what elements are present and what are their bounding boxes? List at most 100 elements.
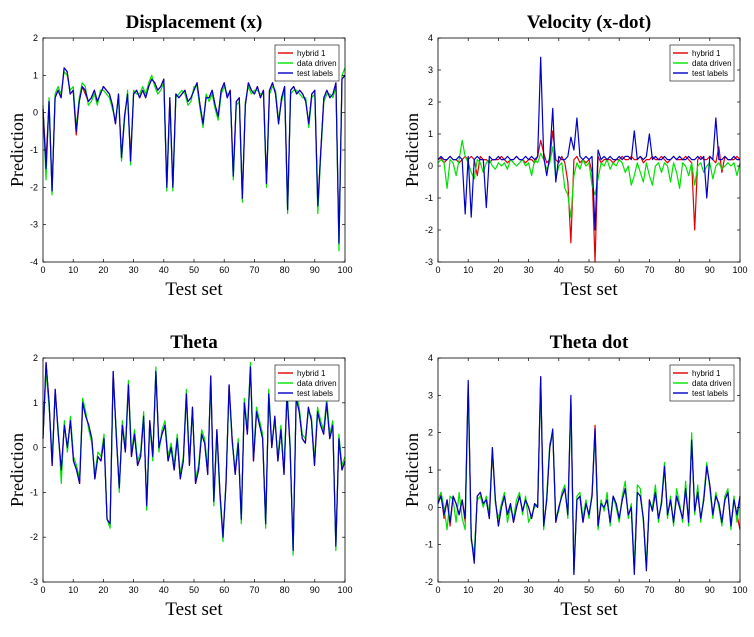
x-tick-label: 70 bbox=[249, 265, 259, 275]
x-tick-label: 50 bbox=[189, 265, 199, 275]
x-tick-label: 20 bbox=[98, 585, 108, 595]
x-tick-label: 0 bbox=[435, 265, 440, 275]
series-line-test-labels bbox=[437, 56, 740, 231]
x-tick-label: 50 bbox=[584, 585, 594, 595]
legend-entry: hybrid 1 bbox=[692, 49, 721, 58]
x-tick-label: 30 bbox=[129, 265, 139, 275]
y-axis-label: Prediction bbox=[402, 113, 422, 187]
x-tick-label: 80 bbox=[280, 585, 290, 595]
y-tick-label: 1 bbox=[428, 129, 433, 139]
y-tick-label: -3 bbox=[30, 220, 38, 230]
legend-entry: test labels bbox=[692, 69, 728, 78]
x-tick-label: 80 bbox=[280, 265, 290, 275]
y-tick-label: -2 bbox=[30, 182, 38, 192]
x-tick-label: 100 bbox=[337, 585, 352, 595]
legend-entry: hybrid 1 bbox=[297, 369, 326, 378]
x-tick-label: 0 bbox=[435, 585, 440, 595]
chart-title: Theta bbox=[170, 332, 218, 353]
x-tick-label: 90 bbox=[705, 265, 715, 275]
legend-entry: hybrid 1 bbox=[692, 369, 721, 378]
x-tick-label: 40 bbox=[159, 265, 169, 275]
x-tick-label: 20 bbox=[493, 265, 503, 275]
x-tick-label: 100 bbox=[337, 265, 352, 275]
legend-entry: data driven bbox=[297, 379, 337, 388]
y-axis-label: Prediction bbox=[7, 433, 27, 507]
x-tick-label: 10 bbox=[68, 585, 78, 595]
legend-entry: test labels bbox=[297, 389, 333, 398]
y-tick-label: 2 bbox=[33, 33, 38, 43]
x-axis-label: Test set bbox=[560, 279, 618, 300]
chart-title: Displacement (x) bbox=[126, 12, 263, 33]
x-axis-label: Test set bbox=[560, 599, 618, 620]
chart-title: Theta dot bbox=[550, 332, 629, 353]
y-tick-label: -2 bbox=[30, 532, 38, 542]
x-tick-label: 70 bbox=[249, 585, 259, 595]
y-tick-label: -2 bbox=[425, 225, 433, 235]
y-axis-label: Prediction bbox=[7, 113, 27, 187]
x-tick-label: 60 bbox=[219, 585, 229, 595]
x-tick-label: 50 bbox=[584, 265, 594, 275]
y-tick-label: 2 bbox=[428, 428, 433, 438]
y-tick-label: -1 bbox=[30, 487, 38, 497]
y-tick-label: 0 bbox=[33, 108, 38, 118]
y-tick-label: 1 bbox=[33, 70, 38, 80]
y-tick-label: -1 bbox=[30, 145, 38, 155]
chart-panel-3: 0 10 20 30 40 50 60 70 80 90 100 -3 -2 -1 0 1 2 Theta Test… bbox=[7, 332, 353, 620]
y-tick-label: 0 bbox=[33, 443, 38, 453]
x-tick-label: 40 bbox=[159, 585, 169, 595]
x-tick-label: 60 bbox=[614, 585, 624, 595]
y-tick-label: 0 bbox=[428, 161, 433, 171]
x-tick-label: 80 bbox=[675, 585, 685, 595]
y-tick-label: 1 bbox=[428, 465, 433, 475]
y-tick-label: -1 bbox=[425, 193, 433, 203]
y-tick-label: 3 bbox=[428, 65, 433, 75]
legend-entry: data driven bbox=[297, 59, 337, 68]
series-line-test-labels bbox=[42, 67, 346, 244]
series-line-test-labels bbox=[437, 376, 741, 576]
x-tick-label: 100 bbox=[732, 585, 747, 595]
x-tick-label: 0 bbox=[40, 265, 45, 275]
legend-entry: test labels bbox=[297, 69, 333, 78]
chart-title: Velocity (x-dot) bbox=[527, 12, 651, 33]
x-tick-label: 70 bbox=[644, 585, 654, 595]
x-tick-label: 20 bbox=[98, 265, 108, 275]
x-tick-label: 10 bbox=[68, 265, 78, 275]
x-tick-label: 10 bbox=[463, 265, 473, 275]
y-tick-label: -3 bbox=[30, 577, 38, 587]
x-tick-label: 80 bbox=[675, 265, 685, 275]
chart-panel-2: 0 10 20 30 40 50 60 70 80 90 100 -3 -2 -1 0 1 2 3 4 Velocit… bbox=[402, 12, 748, 300]
y-tick-label: -4 bbox=[30, 257, 38, 267]
x-tick-label: 40 bbox=[554, 265, 564, 275]
x-tick-label: 30 bbox=[524, 585, 534, 595]
y-axis-label: Prediction bbox=[402, 433, 422, 507]
x-tick-label: 30 bbox=[524, 265, 534, 275]
x-axis-label: Test set bbox=[165, 279, 223, 300]
legend-entry: data driven bbox=[692, 379, 732, 388]
y-tick-label: 2 bbox=[428, 97, 433, 107]
series-line-test-labels bbox=[42, 361, 346, 552]
x-tick-label: 50 bbox=[189, 585, 199, 595]
y-tick-label: 2 bbox=[33, 353, 38, 363]
y-tick-label: -1 bbox=[425, 540, 433, 550]
x-tick-label: 90 bbox=[310, 265, 320, 275]
x-tick-label: 0 bbox=[40, 585, 45, 595]
legend-entry: hybrid 1 bbox=[297, 49, 326, 58]
y-tick-label: 3 bbox=[428, 390, 433, 400]
x-tick-label: 90 bbox=[310, 585, 320, 595]
x-tick-label: 70 bbox=[644, 265, 654, 275]
series-line-data-driven bbox=[437, 139, 741, 218]
chart-panel-4: 0 10 20 30 40 50 60 70 80 90 100 -2 -1 0 1 2 3 4 Theta dot… bbox=[402, 332, 748, 620]
x-axis-label: Test set bbox=[165, 599, 223, 620]
x-tick-label: 90 bbox=[705, 585, 715, 595]
y-tick-label: -2 bbox=[425, 577, 433, 587]
y-tick-label: -3 bbox=[425, 257, 433, 267]
x-tick-label: 20 bbox=[493, 585, 503, 595]
chart-panel-1: 0 10 20 30 40 50 60 70 80 90 100 -4 -3 -2 -1 0 1 2 Displac… bbox=[7, 12, 353, 300]
x-tick-label: 100 bbox=[732, 265, 747, 275]
legend-entry: test labels bbox=[692, 389, 728, 398]
